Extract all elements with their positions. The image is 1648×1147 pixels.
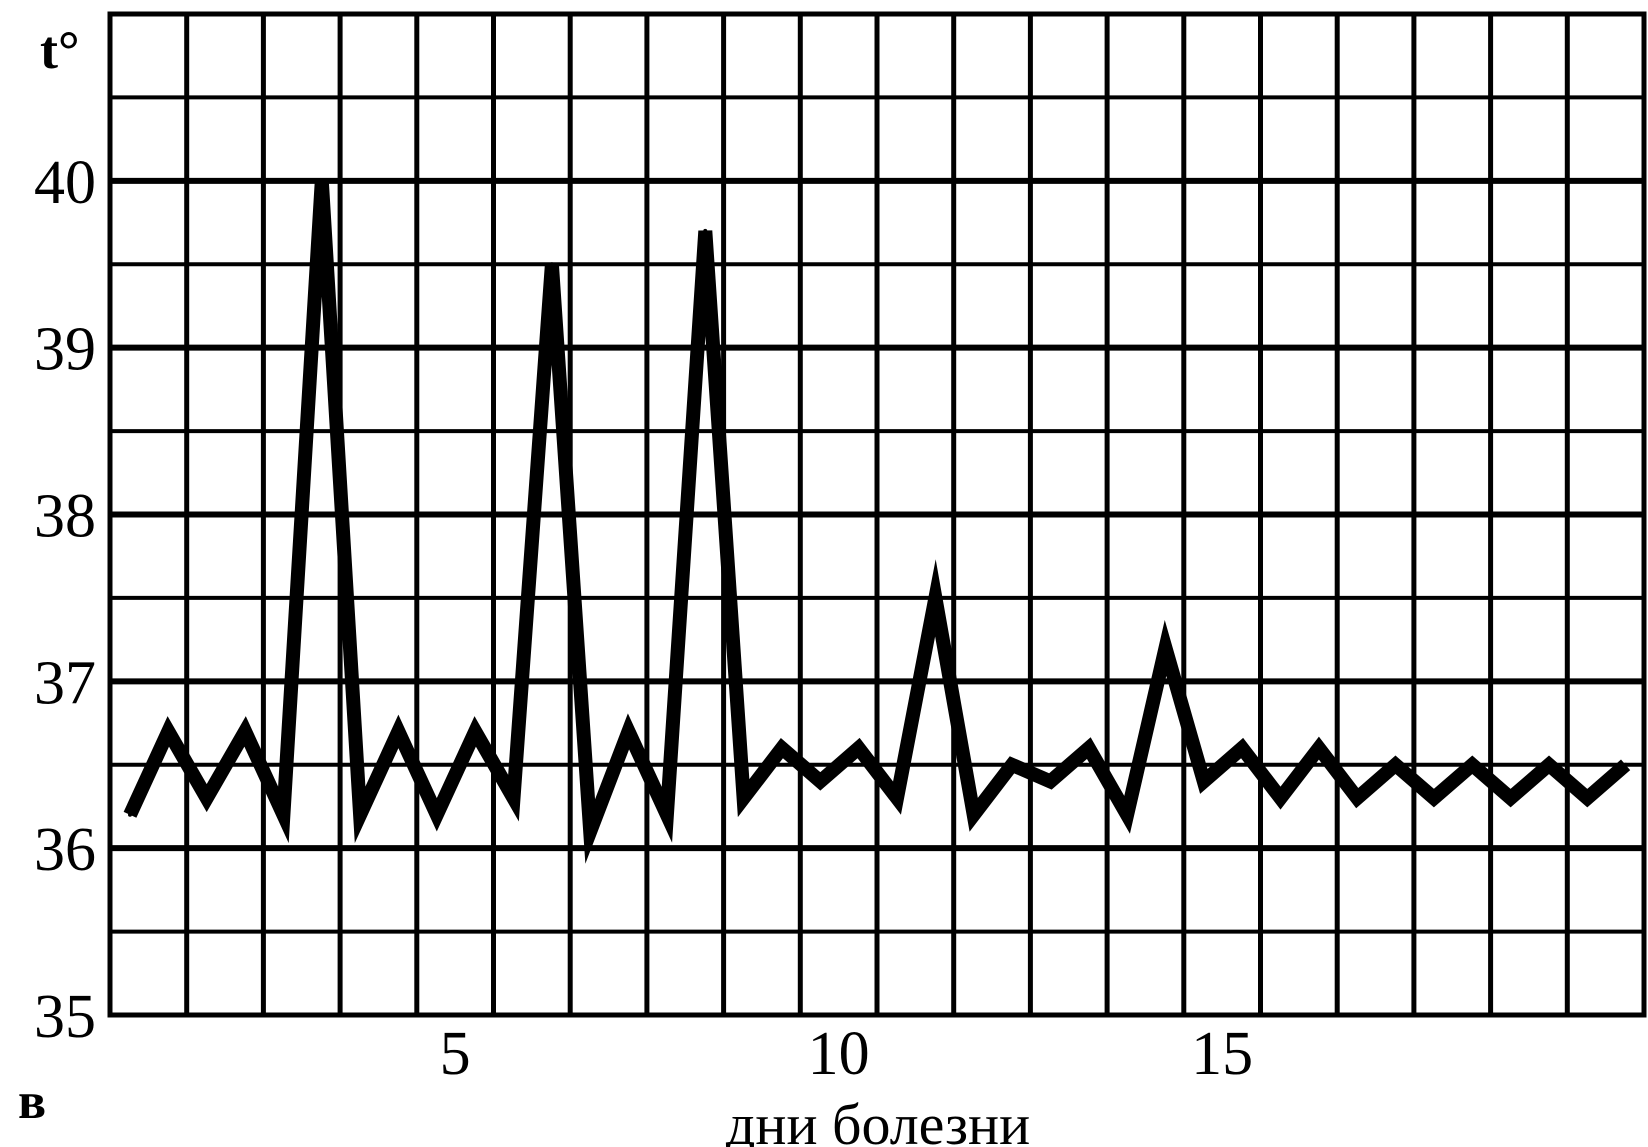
data-point	[818, 779, 823, 784]
data-point	[319, 178, 324, 183]
data-point	[895, 796, 899, 801]
data-point	[1470, 762, 1475, 767]
data-point	[703, 228, 708, 233]
y-tick-label: 37	[34, 649, 96, 717]
data-point	[779, 746, 784, 751]
data-point	[358, 812, 363, 817]
data-point	[1316, 746, 1321, 751]
plot-frame	[107, 11, 1647, 1018]
panel-label: в	[18, 1073, 46, 1130]
data-points	[128, 178, 1628, 834]
data-point	[1393, 762, 1398, 767]
y-tick-label: 39	[34, 316, 96, 384]
y-tick-label: 35	[34, 983, 96, 1051]
data-point	[128, 812, 132, 817]
data-point	[281, 812, 286, 817]
data-point	[588, 829, 593, 834]
data-point	[1240, 746, 1245, 751]
data-point	[1125, 812, 1130, 817]
data-point	[396, 729, 401, 734]
data-point	[1355, 796, 1360, 801]
temperature-curve	[123, 180, 1631, 864]
data-point	[204, 796, 209, 801]
data-point	[1086, 746, 1091, 751]
data-point	[664, 812, 669, 817]
y-tick-label: 38	[34, 483, 96, 551]
data-point	[626, 729, 631, 734]
y-axis-label: t°	[40, 20, 80, 80]
data-point	[1508, 796, 1513, 801]
data-point	[511, 796, 516, 801]
data-point	[473, 729, 478, 734]
x-tick-label: 15	[1191, 1020, 1253, 1088]
x-axis-label: дни болезни	[726, 1092, 1030, 1147]
data-point	[1431, 796, 1436, 801]
data-point	[1278, 796, 1283, 801]
y-tick-label: 36	[34, 816, 96, 884]
x-tick-labels: 5 10 15	[440, 1020, 1254, 1088]
data-point	[1048, 779, 1053, 784]
data-point	[434, 812, 439, 817]
data-point	[741, 796, 746, 801]
data-point	[856, 746, 861, 751]
data-point	[1623, 762, 1628, 767]
data-point	[243, 729, 248, 734]
x-tick-label: 5	[440, 1020, 471, 1088]
data-point	[971, 812, 976, 817]
data-point	[1546, 762, 1551, 767]
y-tick-label: 40	[34, 149, 96, 217]
data-point	[1585, 796, 1590, 801]
data-point	[933, 595, 938, 600]
y-tick-labels: 35 36 37 38 39 40	[34, 149, 96, 1051]
data-point	[1163, 645, 1168, 650]
data-point	[1201, 779, 1206, 784]
x-tick-label: 10	[808, 1020, 870, 1088]
data-point	[549, 262, 554, 267]
data-point	[1010, 762, 1015, 767]
data-point	[166, 729, 171, 734]
